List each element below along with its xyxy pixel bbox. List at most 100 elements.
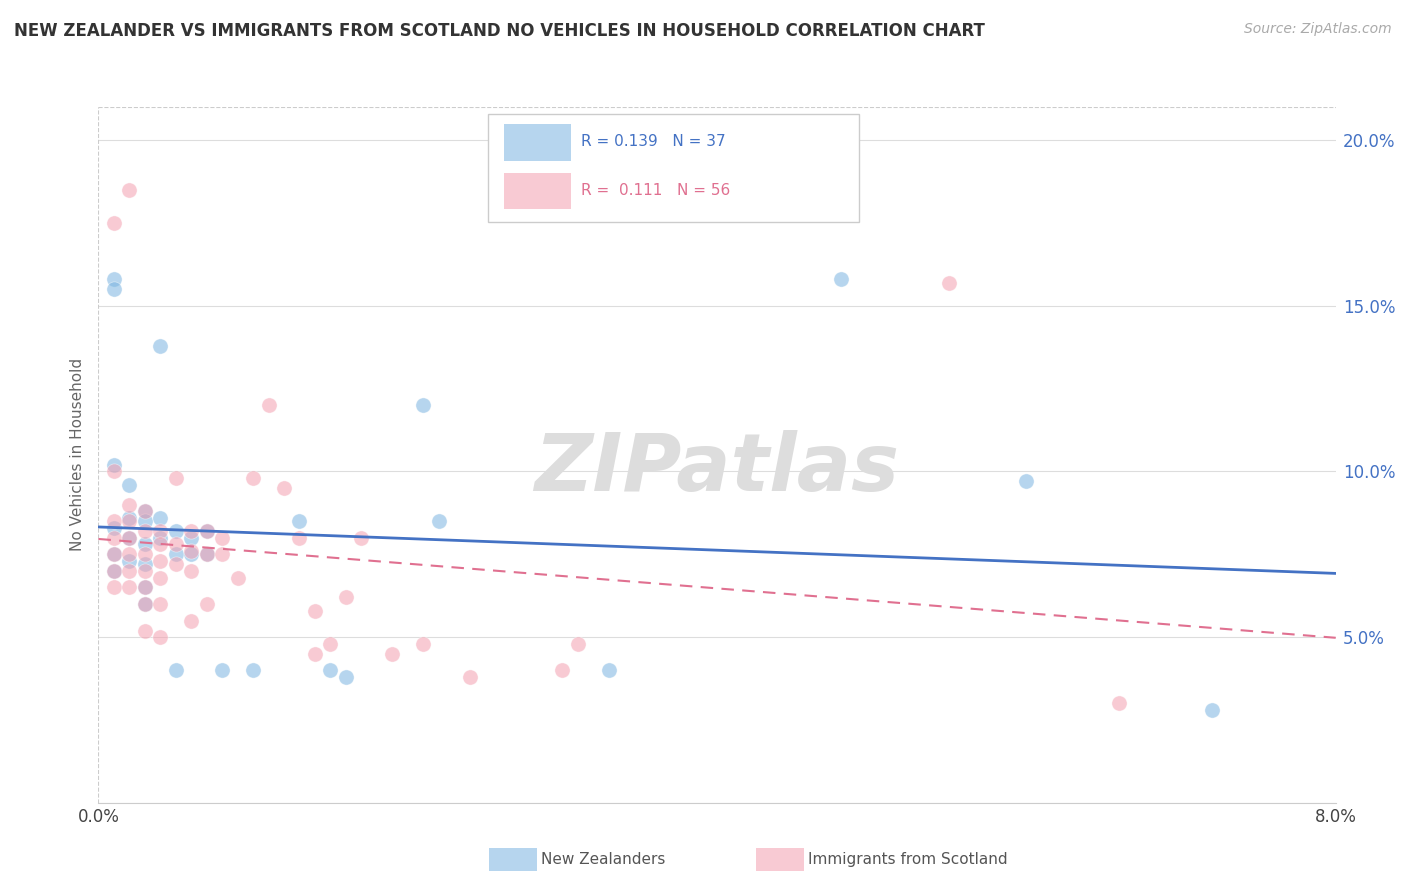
Text: R =  0.111   N = 56: R = 0.111 N = 56 <box>581 183 730 198</box>
Point <box>103 564 125 578</box>
Point <box>304 604 326 618</box>
FancyBboxPatch shape <box>505 173 571 210</box>
Point <box>242 663 264 677</box>
Point <box>118 498 141 512</box>
Point <box>830 272 852 286</box>
Point <box>134 504 156 518</box>
Point <box>103 272 125 286</box>
Point <box>165 558 187 572</box>
Point <box>1015 475 1038 489</box>
Point <box>319 663 342 677</box>
Point <box>118 581 141 595</box>
Point <box>319 637 342 651</box>
Point <box>149 537 172 551</box>
Text: Source: ZipAtlas.com: Source: ZipAtlas.com <box>1244 22 1392 37</box>
Point <box>103 581 125 595</box>
Point <box>211 663 233 677</box>
Text: NEW ZEALANDER VS IMMIGRANTS FROM SCOTLAND NO VEHICLES IN HOUSEHOLD CORRELATION C: NEW ZEALANDER VS IMMIGRANTS FROM SCOTLAN… <box>14 22 986 40</box>
Point <box>165 524 187 538</box>
Text: ZIPatlas: ZIPatlas <box>534 430 900 508</box>
Point <box>1108 697 1130 711</box>
Point <box>149 531 172 545</box>
Point <box>134 504 156 518</box>
Point <box>134 537 156 551</box>
Point <box>149 554 172 568</box>
Point <box>103 465 125 479</box>
Point <box>551 663 574 677</box>
Y-axis label: No Vehicles in Household: No Vehicles in Household <box>70 359 86 551</box>
Point <box>118 531 141 545</box>
Point <box>134 597 156 611</box>
Point <box>412 637 434 651</box>
Point <box>165 547 187 561</box>
Point <box>180 544 202 558</box>
Point <box>134 581 156 595</box>
Point <box>118 547 141 561</box>
Point <box>180 614 202 628</box>
Text: R = 0.139   N = 37: R = 0.139 N = 37 <box>581 135 725 149</box>
Text: Immigrants from Scotland: Immigrants from Scotland <box>808 853 1008 867</box>
Point <box>427 514 450 528</box>
Point <box>180 524 202 538</box>
Point <box>149 524 172 538</box>
Point <box>103 514 125 528</box>
Point <box>288 514 311 528</box>
Point <box>149 630 172 644</box>
Point <box>103 458 125 472</box>
Point <box>350 531 373 545</box>
Point <box>412 398 434 412</box>
Point <box>103 521 125 535</box>
Point <box>149 511 172 525</box>
Point <box>273 481 295 495</box>
Point <box>103 216 125 230</box>
Point <box>195 597 218 611</box>
Point <box>211 547 233 561</box>
Point <box>458 670 481 684</box>
Point <box>118 477 141 491</box>
Point <box>257 398 280 412</box>
Point <box>598 663 620 677</box>
Point <box>118 514 141 528</box>
Point <box>118 564 141 578</box>
Point <box>103 547 125 561</box>
Text: New Zealanders: New Zealanders <box>541 853 665 867</box>
Point <box>195 547 218 561</box>
FancyBboxPatch shape <box>505 124 571 161</box>
Point <box>938 276 960 290</box>
Point <box>134 524 156 538</box>
Point <box>165 663 187 677</box>
Point <box>165 471 187 485</box>
Point <box>134 581 156 595</box>
Point <box>1201 703 1223 717</box>
Point <box>211 531 233 545</box>
Point <box>103 282 125 296</box>
Point <box>134 558 156 572</box>
Point <box>242 471 264 485</box>
Point <box>134 564 156 578</box>
Point <box>118 554 141 568</box>
Point <box>118 511 141 525</box>
Point <box>149 570 172 584</box>
Point <box>195 524 218 538</box>
Point <box>103 547 125 561</box>
Point <box>195 524 218 538</box>
Point <box>149 338 172 352</box>
Point <box>567 637 589 651</box>
Point <box>335 670 357 684</box>
Point <box>134 624 156 638</box>
Point <box>180 547 202 561</box>
Point <box>165 537 187 551</box>
Point <box>335 591 357 605</box>
Point <box>288 531 311 545</box>
FancyBboxPatch shape <box>488 114 859 222</box>
Point <box>226 570 249 584</box>
Point <box>304 647 326 661</box>
Point <box>103 531 125 545</box>
Point <box>149 597 172 611</box>
Point <box>134 547 156 561</box>
Point <box>180 531 202 545</box>
Point <box>134 597 156 611</box>
Point <box>103 564 125 578</box>
Point <box>118 183 141 197</box>
Point <box>118 531 141 545</box>
